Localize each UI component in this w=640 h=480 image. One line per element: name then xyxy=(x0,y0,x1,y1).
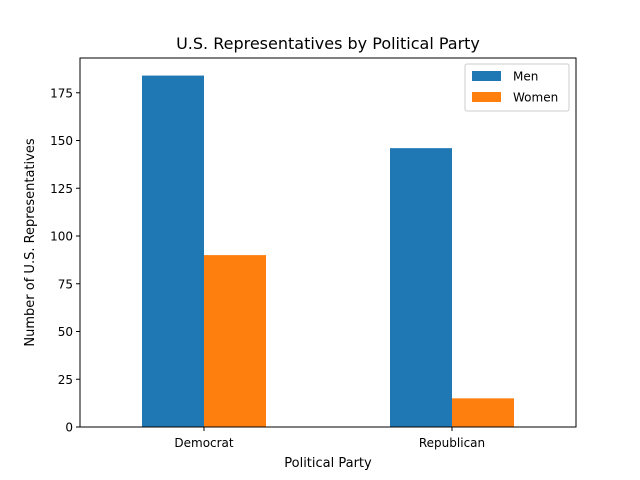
bar-women-republican xyxy=(452,398,514,427)
x-tick-label: Republican xyxy=(419,436,485,450)
y-tick-label: 175 xyxy=(50,86,73,100)
y-tick-label: 100 xyxy=(50,230,73,244)
bar-women-democrat xyxy=(204,255,266,427)
y-tick-label: 50 xyxy=(58,325,73,339)
chart-title: U.S. Representatives by Political Party xyxy=(176,34,480,53)
x-tick-label: Democrat xyxy=(174,436,234,450)
legend-label-women: Women xyxy=(513,91,558,105)
legend: Men Women xyxy=(464,63,570,112)
bar-men-republican xyxy=(390,148,452,428)
bars-group xyxy=(142,75,514,428)
legend-swatch-women xyxy=(472,92,501,102)
plot-area-frame xyxy=(79,57,577,428)
x-axis-ticks: Democrat Republican xyxy=(174,427,485,450)
y-tick-label: 75 xyxy=(58,277,73,291)
y-tick-label: 125 xyxy=(50,182,73,196)
bar-men-democrat xyxy=(142,75,204,428)
y-axis-ticks: 0 25 50 75 100 125 150 175 xyxy=(50,86,80,435)
y-tick-label: 25 xyxy=(58,373,73,387)
y-tick-label: 0 xyxy=(65,421,73,435)
x-axis-label: Political Party xyxy=(284,456,372,471)
y-axis-label: Number of U.S. Representatives xyxy=(23,138,38,346)
legend-label-men: Men xyxy=(513,70,538,84)
y-tick-label: 150 xyxy=(50,134,73,148)
legend-swatch-men xyxy=(472,71,501,81)
